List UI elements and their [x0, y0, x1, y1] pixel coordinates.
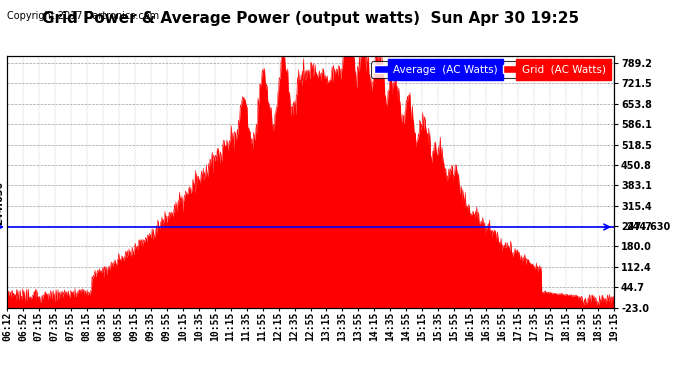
Text: 244.630: 244.630	[627, 222, 671, 232]
Legend: Average  (AC Watts), Grid  (AC Watts): Average (AC Watts), Grid (AC Watts)	[371, 62, 609, 78]
Text: Copyright 2017 Cartronics.com: Copyright 2017 Cartronics.com	[7, 11, 159, 21]
Text: 244.630: 244.630	[0, 181, 4, 225]
Text: Grid Power & Average Power (output watts)  Sun Apr 30 19:25: Grid Power & Average Power (output watts…	[42, 11, 579, 26]
